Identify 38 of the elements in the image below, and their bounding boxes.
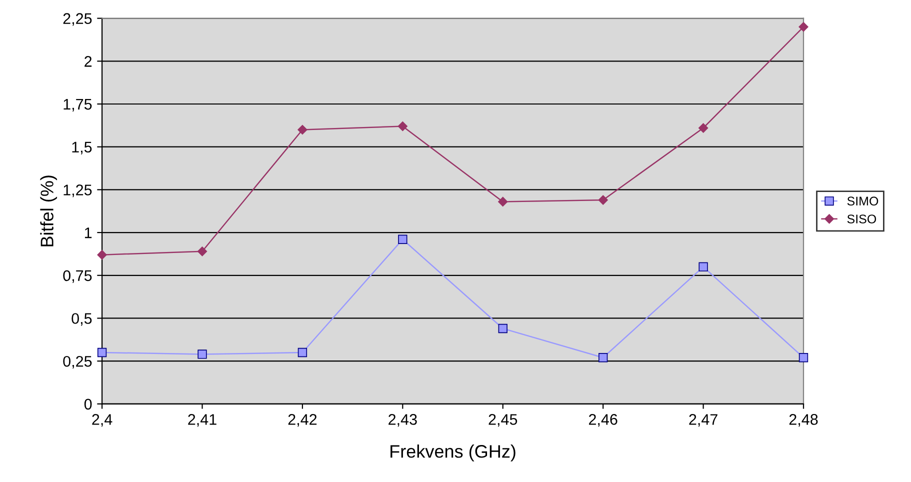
x-tick-label: 2,4 — [92, 414, 112, 427]
y-tick-label: 1,5 — [72, 142, 92, 154]
legend-label: SIMO — [847, 196, 878, 206]
x-tick-label: 2,41 — [188, 414, 216, 427]
point — [197, 246, 208, 256]
point — [798, 353, 808, 362]
y-axis-title: Bitfel (%) — [40, 176, 58, 246]
x-tick-label: 2,46 — [588, 414, 618, 427]
x-tick-label: 2,43 — [388, 414, 417, 427]
point — [798, 22, 808, 32]
point — [598, 353, 608, 362]
legend-label: SISO — [847, 214, 876, 224]
point — [298, 124, 308, 135]
y-tick-label: 1,25 — [64, 184, 92, 198]
point — [398, 234, 408, 244]
point — [698, 262, 708, 272]
point — [498, 324, 508, 334]
y-tick-label: 0,25 — [63, 356, 92, 369]
x-tick-label: 2,42 — [288, 414, 317, 427]
point — [398, 121, 408, 132]
y-tick-label: 2,25 — [63, 13, 92, 26]
x-tick-label: 2,48 — [789, 414, 818, 427]
x-axis-title: Frekvens (GHz) — [390, 444, 516, 462]
y-tick-label: 0,5 — [72, 313, 92, 326]
y-tick-label: 0 — [84, 398, 92, 410]
point — [198, 350, 207, 359]
y-tick-label: 0,75 — [63, 270, 92, 283]
point — [698, 123, 708, 133]
point — [598, 195, 608, 205]
x-tick-label: 2,45 — [488, 414, 518, 427]
point — [97, 250, 107, 260]
point — [498, 196, 508, 207]
y-tick-label: 2 — [84, 56, 92, 67]
y-tick-label: 1,75 — [64, 99, 92, 112]
point — [97, 348, 107, 358]
point — [298, 348, 308, 358]
x-tick-label: 2,47 — [689, 414, 718, 427]
y-tick-label: 1 — [84, 228, 92, 238]
